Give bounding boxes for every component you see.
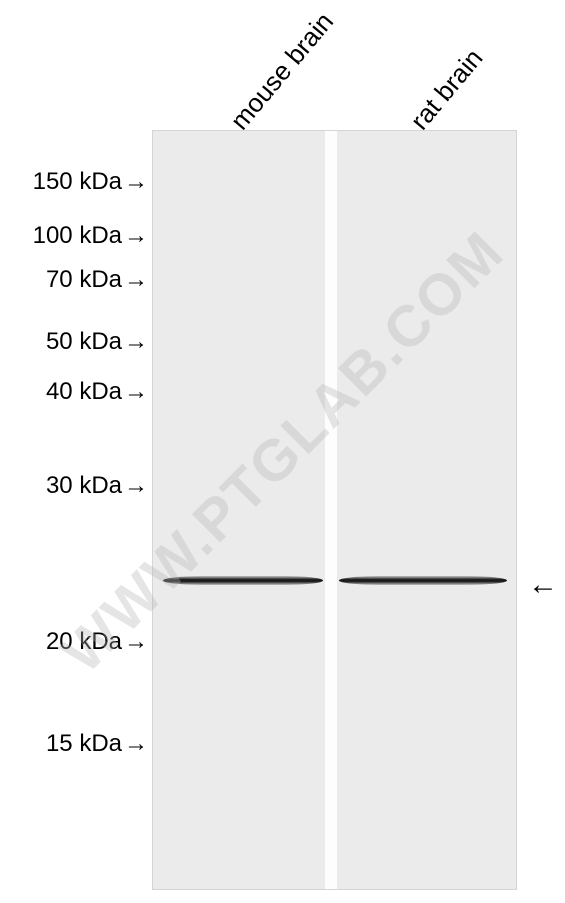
- marker-30: 30 kDa→: [0, 472, 148, 500]
- marker-text: 50 kDa: [46, 328, 122, 355]
- figure-container: WWW.PTGLAB.COM mouse brain rat brain 150…: [0, 0, 565, 903]
- arrow-icon: →: [124, 222, 148, 250]
- marker-40: 40 kDa→: [0, 378, 148, 406]
- arrow-icon: →: [124, 328, 148, 356]
- band-indicator-arrow: ←: [528, 568, 558, 602]
- marker-70: 70 kDa→: [0, 266, 148, 294]
- marker-text: 150 kDa: [33, 168, 122, 195]
- marker-text: 100 kDa: [33, 222, 122, 249]
- lane-label-2: rat brain: [404, 43, 489, 136]
- marker-text: 40 kDa: [46, 378, 122, 405]
- arrow-icon: →: [124, 266, 148, 294]
- arrow-icon: →: [124, 378, 148, 406]
- marker-text: 70 kDa: [46, 266, 122, 293]
- marker-text: 20 kDa: [46, 628, 122, 655]
- marker-15: 15 kDa→: [0, 730, 148, 758]
- lane-label-1: mouse brain: [224, 6, 340, 136]
- blot-membrane: [152, 130, 517, 890]
- marker-100: 100 kDa→: [0, 222, 148, 250]
- marker-20: 20 kDa→: [0, 628, 148, 656]
- marker-text: 30 kDa: [46, 472, 122, 499]
- lane-divider: [325, 131, 337, 889]
- marker-50: 50 kDa→: [0, 328, 148, 356]
- band-lane-1: [163, 576, 323, 585]
- arrow-icon: →: [124, 628, 148, 656]
- arrow-icon: →: [124, 472, 148, 500]
- arrow-icon: →: [124, 730, 148, 758]
- marker-text: 15 kDa: [46, 730, 122, 757]
- arrow-icon: →: [124, 168, 148, 196]
- band-lane-2: [339, 576, 507, 585]
- marker-150: 150 kDa→: [0, 168, 148, 196]
